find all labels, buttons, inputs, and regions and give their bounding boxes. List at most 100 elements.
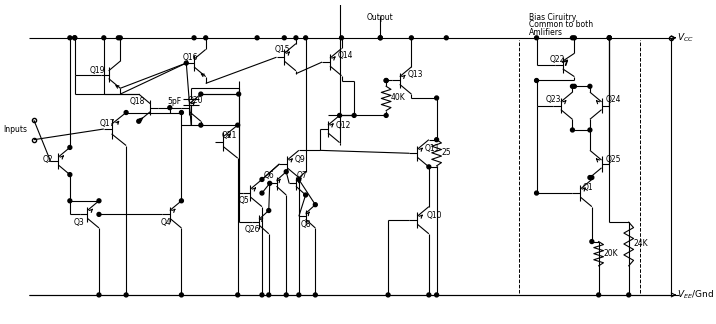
Circle shape xyxy=(588,84,592,88)
Text: Q25: Q25 xyxy=(606,155,621,164)
Text: Output: Output xyxy=(367,13,394,22)
Circle shape xyxy=(535,191,538,195)
Text: 24K: 24K xyxy=(634,239,648,248)
Circle shape xyxy=(384,78,388,82)
Circle shape xyxy=(535,36,538,40)
Text: Q20: Q20 xyxy=(188,96,203,105)
Circle shape xyxy=(384,113,388,117)
Circle shape xyxy=(284,293,288,297)
Circle shape xyxy=(304,193,308,197)
Circle shape xyxy=(573,36,576,40)
Text: 25: 25 xyxy=(442,148,451,157)
Circle shape xyxy=(199,92,203,96)
Circle shape xyxy=(204,36,208,40)
Circle shape xyxy=(535,78,538,82)
Text: Q18: Q18 xyxy=(130,97,145,106)
Text: Q3: Q3 xyxy=(74,218,84,227)
Text: Q1: Q1 xyxy=(582,183,593,192)
Circle shape xyxy=(427,293,431,297)
Circle shape xyxy=(352,113,356,117)
Circle shape xyxy=(435,96,439,100)
Text: Q6: Q6 xyxy=(264,171,275,180)
Circle shape xyxy=(314,203,317,207)
Text: Q14: Q14 xyxy=(338,51,353,60)
Circle shape xyxy=(267,209,271,213)
Circle shape xyxy=(260,191,264,195)
Text: Q4: Q4 xyxy=(161,218,172,227)
Circle shape xyxy=(607,36,611,40)
Circle shape xyxy=(118,36,122,40)
Text: Q19: Q19 xyxy=(90,66,105,75)
Circle shape xyxy=(338,113,342,117)
Text: Inputs: Inputs xyxy=(3,125,27,134)
Circle shape xyxy=(73,36,77,40)
Circle shape xyxy=(97,293,101,297)
Circle shape xyxy=(168,106,172,110)
Text: $V_{EE}$/Gnd: $V_{EE}$/Gnd xyxy=(677,289,714,301)
Circle shape xyxy=(590,176,594,179)
Circle shape xyxy=(571,36,574,40)
Circle shape xyxy=(260,178,264,181)
Circle shape xyxy=(267,293,271,297)
Text: 5pF: 5pF xyxy=(168,97,182,106)
Circle shape xyxy=(97,213,101,216)
Circle shape xyxy=(294,36,298,40)
Circle shape xyxy=(282,36,286,40)
Circle shape xyxy=(137,119,140,123)
Circle shape xyxy=(97,199,101,203)
Circle shape xyxy=(184,61,188,65)
Circle shape xyxy=(124,293,128,297)
Circle shape xyxy=(260,293,264,297)
Circle shape xyxy=(435,293,439,297)
Text: Q8: Q8 xyxy=(301,220,311,229)
Circle shape xyxy=(297,293,301,297)
Text: Q5: Q5 xyxy=(238,196,249,205)
Circle shape xyxy=(571,128,574,132)
Circle shape xyxy=(427,165,431,169)
Circle shape xyxy=(117,36,120,40)
Text: Q12: Q12 xyxy=(336,121,351,130)
Text: Q13: Q13 xyxy=(407,70,423,79)
Text: Q7: Q7 xyxy=(297,171,308,180)
Text: Q2: Q2 xyxy=(43,155,53,164)
Circle shape xyxy=(199,123,203,127)
Circle shape xyxy=(102,36,106,40)
Circle shape xyxy=(410,36,413,40)
Text: 20K: 20K xyxy=(604,249,618,258)
Text: Q11: Q11 xyxy=(425,144,440,153)
Text: Q17: Q17 xyxy=(100,119,115,128)
Text: Common to both: Common to both xyxy=(529,20,593,29)
Circle shape xyxy=(596,293,601,297)
Circle shape xyxy=(339,36,344,40)
Circle shape xyxy=(378,36,382,40)
Circle shape xyxy=(590,240,594,244)
Text: Q24: Q24 xyxy=(606,95,621,104)
Circle shape xyxy=(180,293,183,297)
Text: Q10: Q10 xyxy=(427,211,442,220)
Circle shape xyxy=(435,138,439,142)
Circle shape xyxy=(386,293,390,297)
Circle shape xyxy=(236,123,240,127)
Text: Q15: Q15 xyxy=(274,45,290,54)
Circle shape xyxy=(180,199,183,203)
Circle shape xyxy=(284,170,288,174)
Text: Q9: Q9 xyxy=(295,155,306,164)
Circle shape xyxy=(571,84,574,88)
Circle shape xyxy=(384,78,388,82)
Text: Q16: Q16 xyxy=(183,53,198,62)
Circle shape xyxy=(573,84,576,88)
Circle shape xyxy=(378,36,382,40)
Circle shape xyxy=(68,173,72,177)
Circle shape xyxy=(268,181,271,185)
Circle shape xyxy=(68,199,72,203)
Circle shape xyxy=(588,128,592,132)
Text: Q22: Q22 xyxy=(549,55,564,64)
Circle shape xyxy=(237,92,241,96)
Circle shape xyxy=(588,176,592,179)
Circle shape xyxy=(236,293,240,297)
Circle shape xyxy=(304,36,308,40)
Text: Q21: Q21 xyxy=(221,131,236,140)
Text: Q23: Q23 xyxy=(546,95,561,104)
Circle shape xyxy=(124,110,128,114)
Text: Bias Ciruitry: Bias Ciruitry xyxy=(529,13,576,22)
